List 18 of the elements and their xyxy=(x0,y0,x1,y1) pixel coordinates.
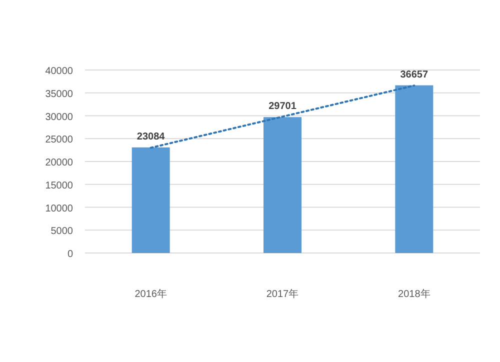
y-tick-label: 10000 xyxy=(45,203,74,214)
data-label: 36657 xyxy=(400,69,429,80)
bar xyxy=(264,117,302,253)
x-tick-label: 2016年 xyxy=(134,288,167,300)
bar xyxy=(395,85,434,253)
x-tick-label: 2017年 xyxy=(266,288,299,300)
y-tick-label: 20000 xyxy=(45,158,74,168)
y-tick-label: 5000 xyxy=(50,226,74,238)
y-tick-label: 40000 xyxy=(45,66,74,77)
bar xyxy=(132,147,170,253)
y-tick-label: 30000 xyxy=(45,112,74,123)
y-tick-label: 0 xyxy=(67,249,74,260)
x-tick-label: 2018年 xyxy=(398,288,430,300)
y-tick-label: 25000 xyxy=(45,134,74,146)
data-label: 29701 xyxy=(268,101,297,112)
y-tick-label: 35000 xyxy=(45,88,74,100)
data-label: 23084 xyxy=(136,131,166,142)
y-tick-label: 15000 xyxy=(45,180,74,192)
